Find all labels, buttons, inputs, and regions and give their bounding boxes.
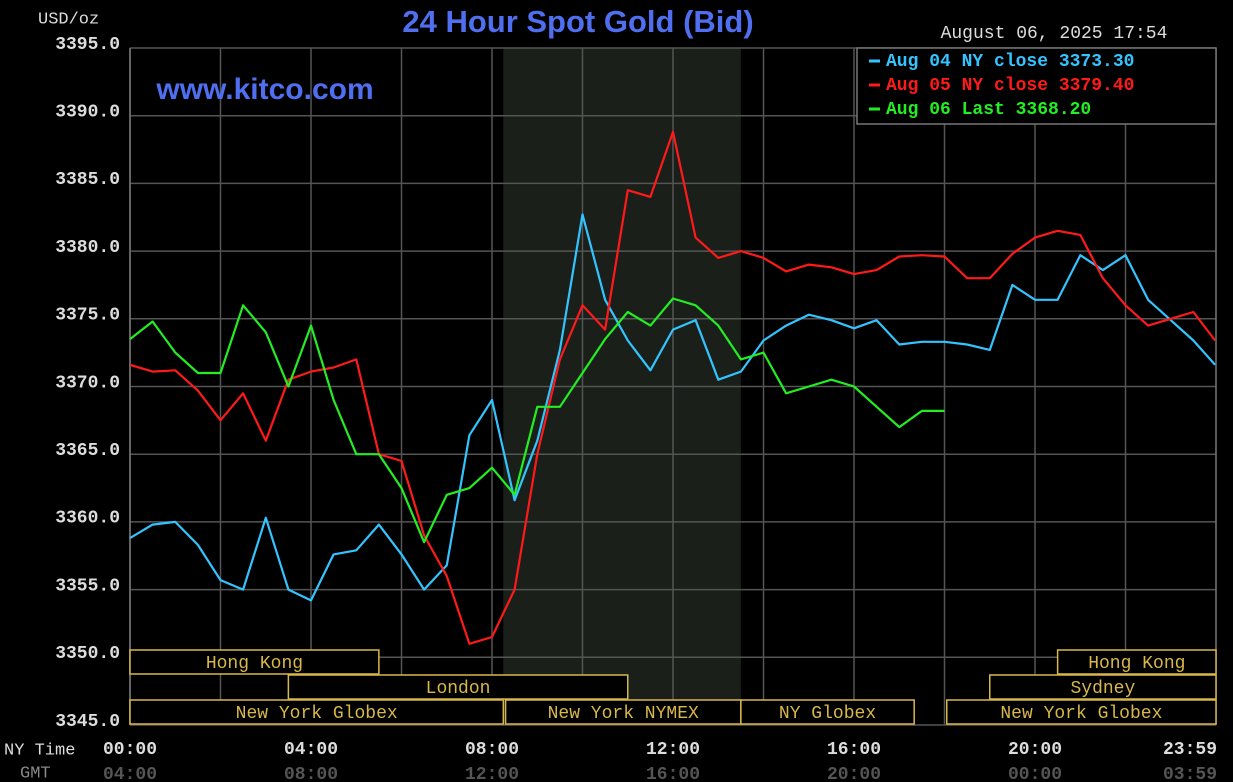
x-axis-label: NY Time — [4, 741, 75, 760]
x2-tick-label: 08:00 — [284, 765, 338, 782]
session-box — [989, 674, 1217, 700]
price-line — [129, 297, 945, 544]
session-box — [1056, 649, 1217, 675]
legend-label: Aug 04 NY close 3373.30 — [886, 52, 1134, 72]
chart-title: 24 Hour Spot Gold (Bid) — [402, 4, 753, 39]
y-axis-label: USD/oz — [38, 10, 99, 29]
session-label: New York Globex — [1000, 704, 1162, 724]
y-tick-label: 3385.0 — [55, 170, 120, 190]
legend-label: Aug 05 NY close 3379.40 — [886, 76, 1134, 96]
y-tick-label: 3360.0 — [55, 509, 120, 529]
y-tick-label: 3380.0 — [55, 238, 120, 258]
price-line — [129, 213, 1216, 602]
y-tick-label: 3365.0 — [55, 441, 120, 461]
x-tick-label: 00:00 — [103, 740, 157, 760]
x-tick-label: 12:00 — [646, 740, 700, 760]
y-tick-label: 3370.0 — [55, 373, 120, 393]
y-tick-label: 3345.0 — [55, 712, 120, 732]
x-tick-label: 04:00 — [284, 740, 338, 760]
x2-tick-label: 00:00 — [1008, 765, 1062, 782]
y-tick-label: 3390.0 — [55, 102, 120, 122]
x-tick-label: 23:59 — [1163, 740, 1217, 760]
session-label: New York Globex — [236, 704, 398, 724]
x2-tick-label: 20:00 — [827, 765, 881, 782]
session-label: Hong Kong — [1088, 654, 1185, 674]
x-tick-label: 08:00 — [465, 740, 519, 760]
x2-axis-label: GMT — [20, 764, 51, 782]
session-label: Hong Kong — [206, 654, 303, 674]
x-tick-label: 16:00 — [827, 740, 881, 760]
session-box — [946, 699, 1217, 725]
session-box — [504, 699, 742, 725]
x2-tick-label: 04:00 — [103, 765, 157, 782]
x-tick-label: 20:00 — [1008, 740, 1062, 760]
session-box — [129, 649, 380, 675]
x2-tick-label: 03:59 — [1163, 765, 1217, 782]
timestamp: August 06, 2025 17:54 — [941, 24, 1168, 44]
x2-tick-label: 16:00 — [646, 765, 700, 782]
session-box — [129, 699, 505, 725]
session-label: NY Globex — [779, 704, 876, 724]
session-label: New York NYMEX — [548, 704, 699, 724]
plot-area: 3345.0 3350.0 3355.0 3360.0 3365.0 3370.0 3375… — [55, 35, 1217, 782]
price-line — [129, 130, 1216, 645]
session-box — [287, 674, 629, 700]
session-label: Sydney — [1070, 679, 1135, 699]
y-tick-label: 3395.0 — [55, 35, 120, 55]
session-label: London — [426, 679, 491, 699]
y-tick-label: 3375.0 — [55, 306, 120, 326]
legend-box — [856, 47, 1217, 125]
x2-tick-label: 12:00 — [465, 765, 519, 782]
y-tick-label: 3350.0 — [55, 644, 120, 664]
watermark: www.kitco.com — [155, 73, 373, 106]
session-box — [740, 699, 915, 725]
legend-label: Aug 06 Last 3368.20 — [886, 100, 1091, 120]
y-tick-label: 3355.0 — [55, 576, 120, 596]
